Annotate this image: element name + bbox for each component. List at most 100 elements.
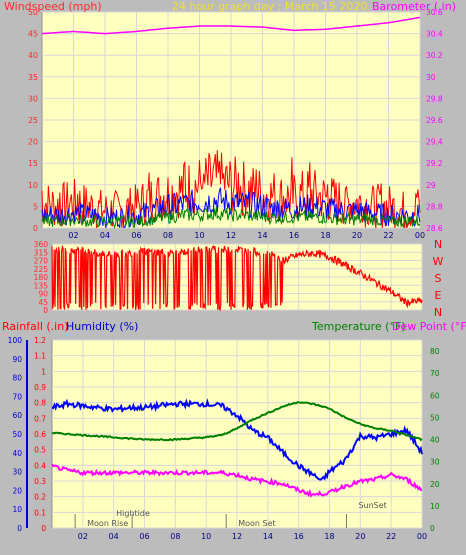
- humidity-tick-label: 50: [12, 430, 22, 439]
- hour-tick-label: 10: [201, 532, 211, 541]
- barometer-tick-label: 30: [426, 73, 436, 82]
- wind-series-line: [41, 206, 421, 229]
- rain-tick-label: 0: [41, 524, 46, 533]
- temperature-tick-label: 70: [430, 369, 440, 378]
- humidity-tick-label: 90: [12, 355, 22, 364]
- hour-tick-label: 12: [232, 532, 242, 541]
- wind-tick-label: 50: [28, 8, 38, 17]
- wind-series-line: [41, 16, 421, 35]
- wind-series-line: [41, 150, 421, 229]
- barometer-tick-label: 29.6: [426, 116, 443, 125]
- humidity-tick-label: 10: [12, 505, 22, 514]
- hour-tick-label: 08: [170, 532, 180, 541]
- annotation-label: Hightide: [116, 509, 150, 518]
- rain-tick-label: 0.1: [34, 508, 46, 517]
- hour-tick-label: 02: [68, 231, 78, 240]
- hour-tick-label: 22: [383, 231, 393, 240]
- rain-tick-label: 0.3: [34, 477, 46, 486]
- direction-tick-label: 360: [34, 240, 49, 249]
- rain-tick-label: 0.4: [34, 461, 46, 470]
- wind-grid: [42, 11, 421, 229]
- windspeed-axis-label: Windspeed (mph): [4, 0, 102, 13]
- rainfall-axis-label: Rainfall (.in): [2, 320, 69, 333]
- barometer-tick-label: 30.2: [426, 51, 443, 60]
- humidity-tick-label: 40: [12, 449, 22, 458]
- dewpoint-axis-label: Dew Point (°F): [392, 320, 466, 333]
- humidity-tick-label: 30: [12, 468, 22, 477]
- rain-tick-label: 0.2: [34, 493, 46, 502]
- barometer-tick-label: 28.6: [426, 224, 443, 233]
- rain-tick-label: 0.8: [34, 399, 46, 408]
- hour-tick-label: 18: [320, 231, 330, 240]
- direction-tick-label: 135: [34, 281, 49, 290]
- temperature-tick-label: 50: [430, 413, 440, 422]
- direction-tick-label: 270: [34, 257, 49, 266]
- hour-tick-label: 08: [163, 231, 173, 240]
- direction-tick-label: 90: [38, 290, 48, 299]
- temperature-tick-label: 0: [430, 524, 435, 533]
- rain-tick-label: 1: [41, 367, 46, 376]
- humidity-tick-label: 0: [17, 524, 22, 533]
- humidity-tick-label: 20: [12, 486, 22, 495]
- compass-letter: S: [435, 272, 442, 285]
- hour-tick-label: 12: [226, 231, 236, 240]
- annotation-label: Moon Rise: [87, 519, 128, 528]
- hour-tick-label: 06: [139, 532, 149, 541]
- hour-tick-label: 14: [263, 532, 273, 541]
- temperature-ticks: 0 0.1 0.2 0.3 0.4 0.5 0.6 0.7 0.8 0.9 1 1.1 1.2 0 10 20…: [8, 336, 440, 541]
- hour-tick-label: 14: [257, 231, 267, 240]
- direction-tick-label: 45: [38, 298, 48, 307]
- hour-tick-label: 20: [355, 532, 365, 541]
- wind-tick-label: 15: [28, 159, 38, 168]
- rain-tick-label: 0.7: [34, 414, 46, 423]
- temperature-series-line: [51, 398, 423, 481]
- temperature-tick-label: 20: [430, 480, 440, 489]
- compass-letter: W: [433, 255, 444, 268]
- wind-ticks: 0 5 10 15 20 25 30 35 40 45 50 28.6 28.8 29 29.2 29.4 29…: [28, 8, 443, 240]
- wind-series: [41, 16, 421, 229]
- direction-tick-label: 180: [34, 273, 49, 282]
- wind-tick-label: 0: [33, 224, 38, 233]
- compass-letter: N: [434, 238, 442, 251]
- wind-tick-label: 20: [28, 138, 38, 147]
- humidity-tick-label: 70: [12, 392, 22, 401]
- hour-tick-label: 20: [352, 231, 362, 240]
- barometer-tick-label: 29.4: [426, 138, 443, 147]
- hour-tick-label: 18: [324, 532, 334, 541]
- barometer-tick-label: 29: [426, 181, 436, 190]
- annotation-label: SunSet: [358, 501, 386, 510]
- temperature-axis-label: Temperature (°F): [311, 320, 406, 333]
- hour-tick-label: 04: [109, 532, 119, 541]
- temperature-series-line: [51, 401, 423, 442]
- direction-tick-label: 0: [43, 306, 48, 315]
- temperature-tick-label: 80: [430, 347, 440, 356]
- hour-tick-label: 16: [294, 532, 304, 541]
- temperature-tick-label: 60: [430, 391, 440, 400]
- hour-tick-label: 16: [289, 231, 299, 240]
- direction-tick-label: 315: [34, 248, 49, 257]
- rain-tick-label: 1.2: [34, 336, 46, 345]
- direction-series: [51, 244, 423, 312]
- hour-tick-label: 22: [386, 532, 396, 541]
- barometer-axis-label: Barometer (.in): [372, 0, 456, 13]
- temperature-series: [51, 398, 423, 498]
- humidity-axis-label: Humidity (%): [66, 320, 138, 333]
- temperature-tick-label: 30: [430, 458, 440, 467]
- barometer-tick-label: 29.2: [426, 159, 443, 168]
- hour-tick-label: 02: [78, 532, 88, 541]
- hour-tick-label: 00: [417, 532, 427, 541]
- wind-direction-line: [51, 244, 423, 312]
- annotation-label: Moon Set: [238, 519, 275, 528]
- wind-tick-label: 45: [28, 30, 38, 39]
- temperature-tick-label: 10: [430, 502, 440, 511]
- barometer-tick-label: 30.4: [426, 30, 443, 39]
- temperature-tick-label: 40: [430, 436, 440, 445]
- rain-tick-label: 0.5: [34, 446, 46, 455]
- hour-tick-label: 04: [100, 231, 110, 240]
- humidity-tick-label: 80: [12, 374, 22, 383]
- humidity-tick-label: 100: [8, 336, 23, 345]
- wind-tick-label: 10: [28, 181, 38, 190]
